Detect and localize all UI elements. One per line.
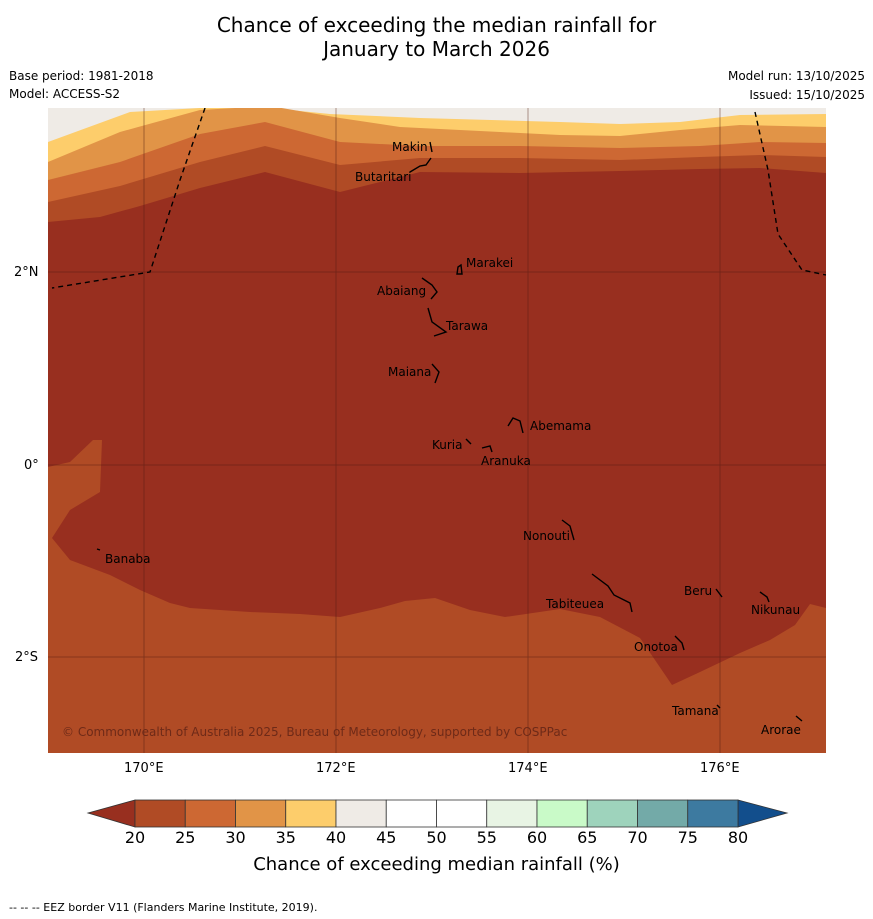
- label-aranuka: Aranuka: [481, 454, 531, 468]
- colorbar-tick-label: 50: [426, 828, 447, 847]
- graticule: [48, 108, 826, 753]
- colorbar-segment: [637, 799, 689, 828]
- colorbar-segment: [536, 799, 588, 828]
- colorbar-segment: [486, 799, 538, 828]
- island-marakei: [456, 263, 463, 275]
- island-outlines: [96, 141, 803, 722]
- label-arorae: Arorae: [761, 723, 801, 737]
- label-onotoa: Onotoa: [634, 640, 678, 654]
- copyright-note: © Commonwealth of Australia 2025, Bureau…: [62, 725, 568, 739]
- island-nonouti: [561, 519, 575, 541]
- lon-tick-176e: 176°E: [700, 761, 740, 776]
- island-arorae: [795, 715, 803, 722]
- lon-tick-174e: 174°E: [508, 761, 548, 776]
- lat-tick-2n: 2°N: [14, 265, 39, 280]
- colorbar-tick-label: 75: [677, 828, 698, 847]
- colorbar-segment: [235, 799, 287, 828]
- island-makin: [429, 141, 433, 153]
- map-title-line2: January to March 2026: [323, 37, 550, 61]
- eez-source-note: -- -- -- EEZ border V11 (Flanders Marine…: [9, 901, 318, 914]
- eez-border: [51, 108, 826, 289]
- colorbar-tick-label: 70: [627, 828, 648, 847]
- issued-date: Issued: 15/10/2025: [749, 88, 865, 102]
- lon-tick-170e: 170°E: [124, 761, 164, 776]
- colorbar-tick-label: 60: [526, 828, 548, 847]
- colorbar-title: Chance of exceeding median rainfall (%): [253, 854, 620, 875]
- lon-tick-172e: 172°E: [316, 761, 356, 776]
- map-title-line1: Chance of exceeding the median rainfall …: [216, 13, 657, 37]
- colorbar-tick-label: 65: [577, 828, 598, 847]
- label-nikunau: Nikunau: [751, 603, 801, 617]
- island-kuria: [465, 438, 472, 445]
- colorbar-segment: [436, 799, 488, 828]
- label-tabiteuea: Tabiteuea: [546, 597, 605, 611]
- model-run: Model run: 13/10/2025: [727, 69, 865, 83]
- label-tarawa: Tarawa: [446, 319, 489, 333]
- colorbar-segment: [285, 799, 337, 828]
- label-abemama: Abemama: [530, 419, 592, 433]
- colorbar-tick-label: 40: [325, 828, 347, 847]
- band-below-20: [48, 168, 826, 685]
- label-abaiang: Abaiang: [377, 284, 427, 298]
- colorbar-segment: [385, 799, 437, 828]
- island-tarawa: [427, 307, 448, 337]
- colorbar-tick-label: 35: [275, 828, 296, 847]
- lat-tick-0: 0°: [24, 458, 39, 473]
- island-maiana: [431, 363, 440, 384]
- island-abaiang: [421, 277, 438, 300]
- colorbar-tick-label: 25: [175, 828, 196, 847]
- island-abemama: [507, 417, 524, 434]
- label-marakei: Marakei: [466, 256, 514, 270]
- label-banaba: Banaba: [105, 552, 151, 566]
- colorbar-tick-label: 80: [727, 828, 749, 847]
- island-butaritari: [409, 157, 432, 173]
- island-nikunau: [759, 591, 770, 603]
- island-tabiteuea: [591, 573, 633, 613]
- colorbar-segment: [335, 799, 387, 828]
- label-nonouti: Nonouti: [523, 529, 570, 543]
- label-tamana: Tamana: [672, 704, 719, 718]
- label-beru: Beru: [684, 584, 713, 598]
- colorbar-tick-label: 20: [124, 828, 146, 847]
- label-butaritari: Butaritari: [355, 170, 412, 184]
- island-onotoa: [674, 635, 685, 651]
- label-makin: Makin: [392, 140, 428, 154]
- island-aranuka: [481, 445, 493, 453]
- colorbar-segment: [687, 799, 739, 828]
- label-kuria: Kuria: [432, 438, 463, 452]
- model-name: Model: ACCESS-S2: [9, 87, 121, 101]
- lat-tick-2s: 2°S: [15, 650, 39, 665]
- island-beru: [715, 588, 723, 598]
- label-maiana: Maiana: [388, 365, 432, 379]
- island-banaba: [96, 548, 101, 551]
- colorbar-segment: [184, 799, 236, 828]
- colorbar-tick-label: 45: [376, 828, 397, 847]
- base-period: Base period: 1981-2018: [9, 69, 154, 83]
- colorbar-segment: [134, 799, 186, 828]
- colorbar-tick-label: 30: [225, 828, 246, 847]
- colorbar: [86, 799, 789, 828]
- colorbar-tick-label: 55: [476, 828, 497, 847]
- island-tamana: [716, 704, 721, 709]
